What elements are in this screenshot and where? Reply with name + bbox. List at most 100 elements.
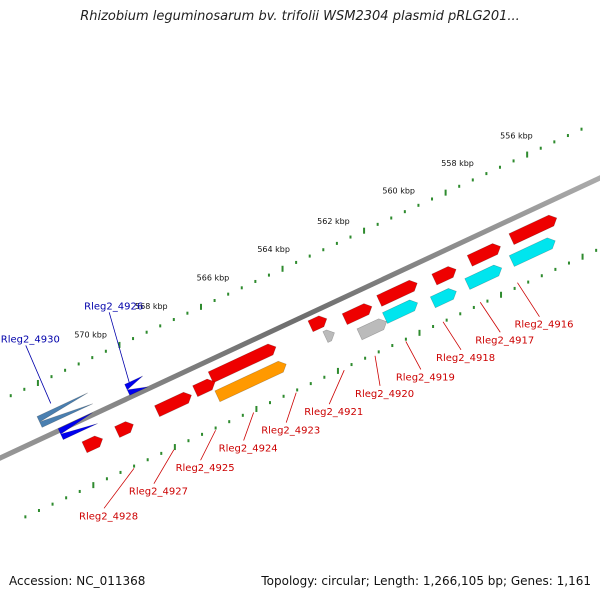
gene-label: Rleg2_4925 <box>176 463 235 474</box>
tick-dot <box>580 127 583 131</box>
tick-dot <box>403 210 406 214</box>
tick-dot <box>118 341 121 348</box>
tick-dot <box>431 197 434 201</box>
tick-dot <box>282 394 285 398</box>
gene-feature <box>356 318 388 341</box>
tick-dot <box>65 496 68 500</box>
tick-dot <box>267 273 270 277</box>
tick-dot <box>471 178 474 182</box>
gene-feature <box>307 315 328 333</box>
tick-dot <box>445 318 448 322</box>
tick-dot <box>500 291 503 298</box>
tick-dot <box>390 216 393 220</box>
callout-line <box>442 321 462 351</box>
tick-dot <box>485 172 488 176</box>
gene-label: Rleg2_4928 <box>79 511 138 522</box>
gene-feature <box>81 435 104 454</box>
tick-dot <box>186 311 189 315</box>
gene-feature <box>464 264 503 290</box>
tick-dot <box>391 344 394 348</box>
tick-dot <box>36 379 39 386</box>
tick-dot <box>91 356 94 360</box>
tick-dot <box>50 375 53 379</box>
tick-dot <box>595 248 598 252</box>
gene-feature <box>114 421 134 438</box>
tick-dot <box>540 274 543 278</box>
kbp-label: 560 kbp <box>382 187 415 196</box>
tick-dot <box>172 318 175 322</box>
tick-dot <box>213 298 216 302</box>
tick-dot <box>498 165 501 169</box>
kbp-label: 566 kbp <box>197 273 230 282</box>
gene-feature <box>36 392 93 428</box>
tick-dot <box>512 159 515 163</box>
tick-dot <box>281 265 284 272</box>
callout-line <box>405 341 422 370</box>
callout-line <box>153 449 175 484</box>
tick-dot <box>254 279 257 283</box>
tick-dot <box>581 253 584 260</box>
tick-dot <box>201 432 204 436</box>
tick-dot <box>133 464 136 468</box>
gene-label: Rleg2_4921 <box>304 407 363 418</box>
callout-line <box>103 468 135 509</box>
callout-line <box>517 282 540 317</box>
tick-dot <box>9 394 12 398</box>
tick-dot <box>214 426 217 430</box>
kbp-label: 556 kbp <box>500 132 533 141</box>
tick-dot <box>37 508 40 512</box>
tick-dot <box>336 367 339 374</box>
callout-line <box>285 392 297 423</box>
kbp-label: 562 kbp <box>317 217 350 226</box>
tick-dot <box>418 329 421 336</box>
tick-dot <box>335 241 338 245</box>
tick-dot <box>526 151 529 158</box>
topology-label: Topology: circular; Length: 1,266,105 bp… <box>261 574 591 588</box>
gene-label: Rleg2_4924 <box>219 443 278 454</box>
gene-feature <box>466 243 501 267</box>
gene-label: Rleg2_4920 <box>355 389 414 400</box>
tick-dot <box>322 248 325 252</box>
tick-dot <box>295 260 298 264</box>
gene-feature <box>124 375 148 396</box>
accession-label: Accession: NC_011368 <box>9 574 146 588</box>
gene-label: Rleg2_4926 <box>84 301 143 312</box>
gene-feature <box>431 266 457 286</box>
gene-label: Rleg2_4930 <box>1 334 60 345</box>
gene-feature <box>376 279 418 307</box>
tick-dot <box>255 405 258 412</box>
callout-line <box>479 302 501 333</box>
gene-feature <box>341 303 373 326</box>
tick-dot <box>173 444 176 451</box>
callout-line <box>328 370 345 405</box>
tick-dot <box>323 375 326 379</box>
tick-dot <box>92 482 95 489</box>
tick-dot <box>64 368 67 372</box>
tick-dot <box>241 413 244 417</box>
tick-dot <box>459 312 462 316</box>
tick-dot <box>160 451 163 455</box>
genome-backbone <box>0 175 600 461</box>
tick-dot <box>23 387 26 391</box>
tick-dot <box>77 362 80 366</box>
gene-label: Rleg2_4918 <box>436 353 495 364</box>
gene-label: Rleg2_4919 <box>396 372 455 383</box>
kbp-label: 570 kbp <box>74 330 107 339</box>
tick-dot <box>527 280 530 284</box>
tick-dot <box>104 349 107 353</box>
tick-dot <box>228 420 231 424</box>
gene-feature <box>57 412 98 440</box>
tick-dot <box>146 458 149 462</box>
backbone-layer <box>0 175 600 461</box>
tick-dot <box>377 350 380 354</box>
map-title: Rhizobium leguminosarum bv. trifolii WSM… <box>80 9 520 24</box>
tick-dot <box>159 324 162 328</box>
tick-dots-inner <box>24 248 598 519</box>
gene-feature <box>508 237 556 267</box>
tick-dot <box>553 140 556 144</box>
tick-dot <box>567 261 570 265</box>
tick-dot <box>364 356 367 360</box>
tick-dot <box>513 286 516 290</box>
tick-dot <box>376 222 379 226</box>
